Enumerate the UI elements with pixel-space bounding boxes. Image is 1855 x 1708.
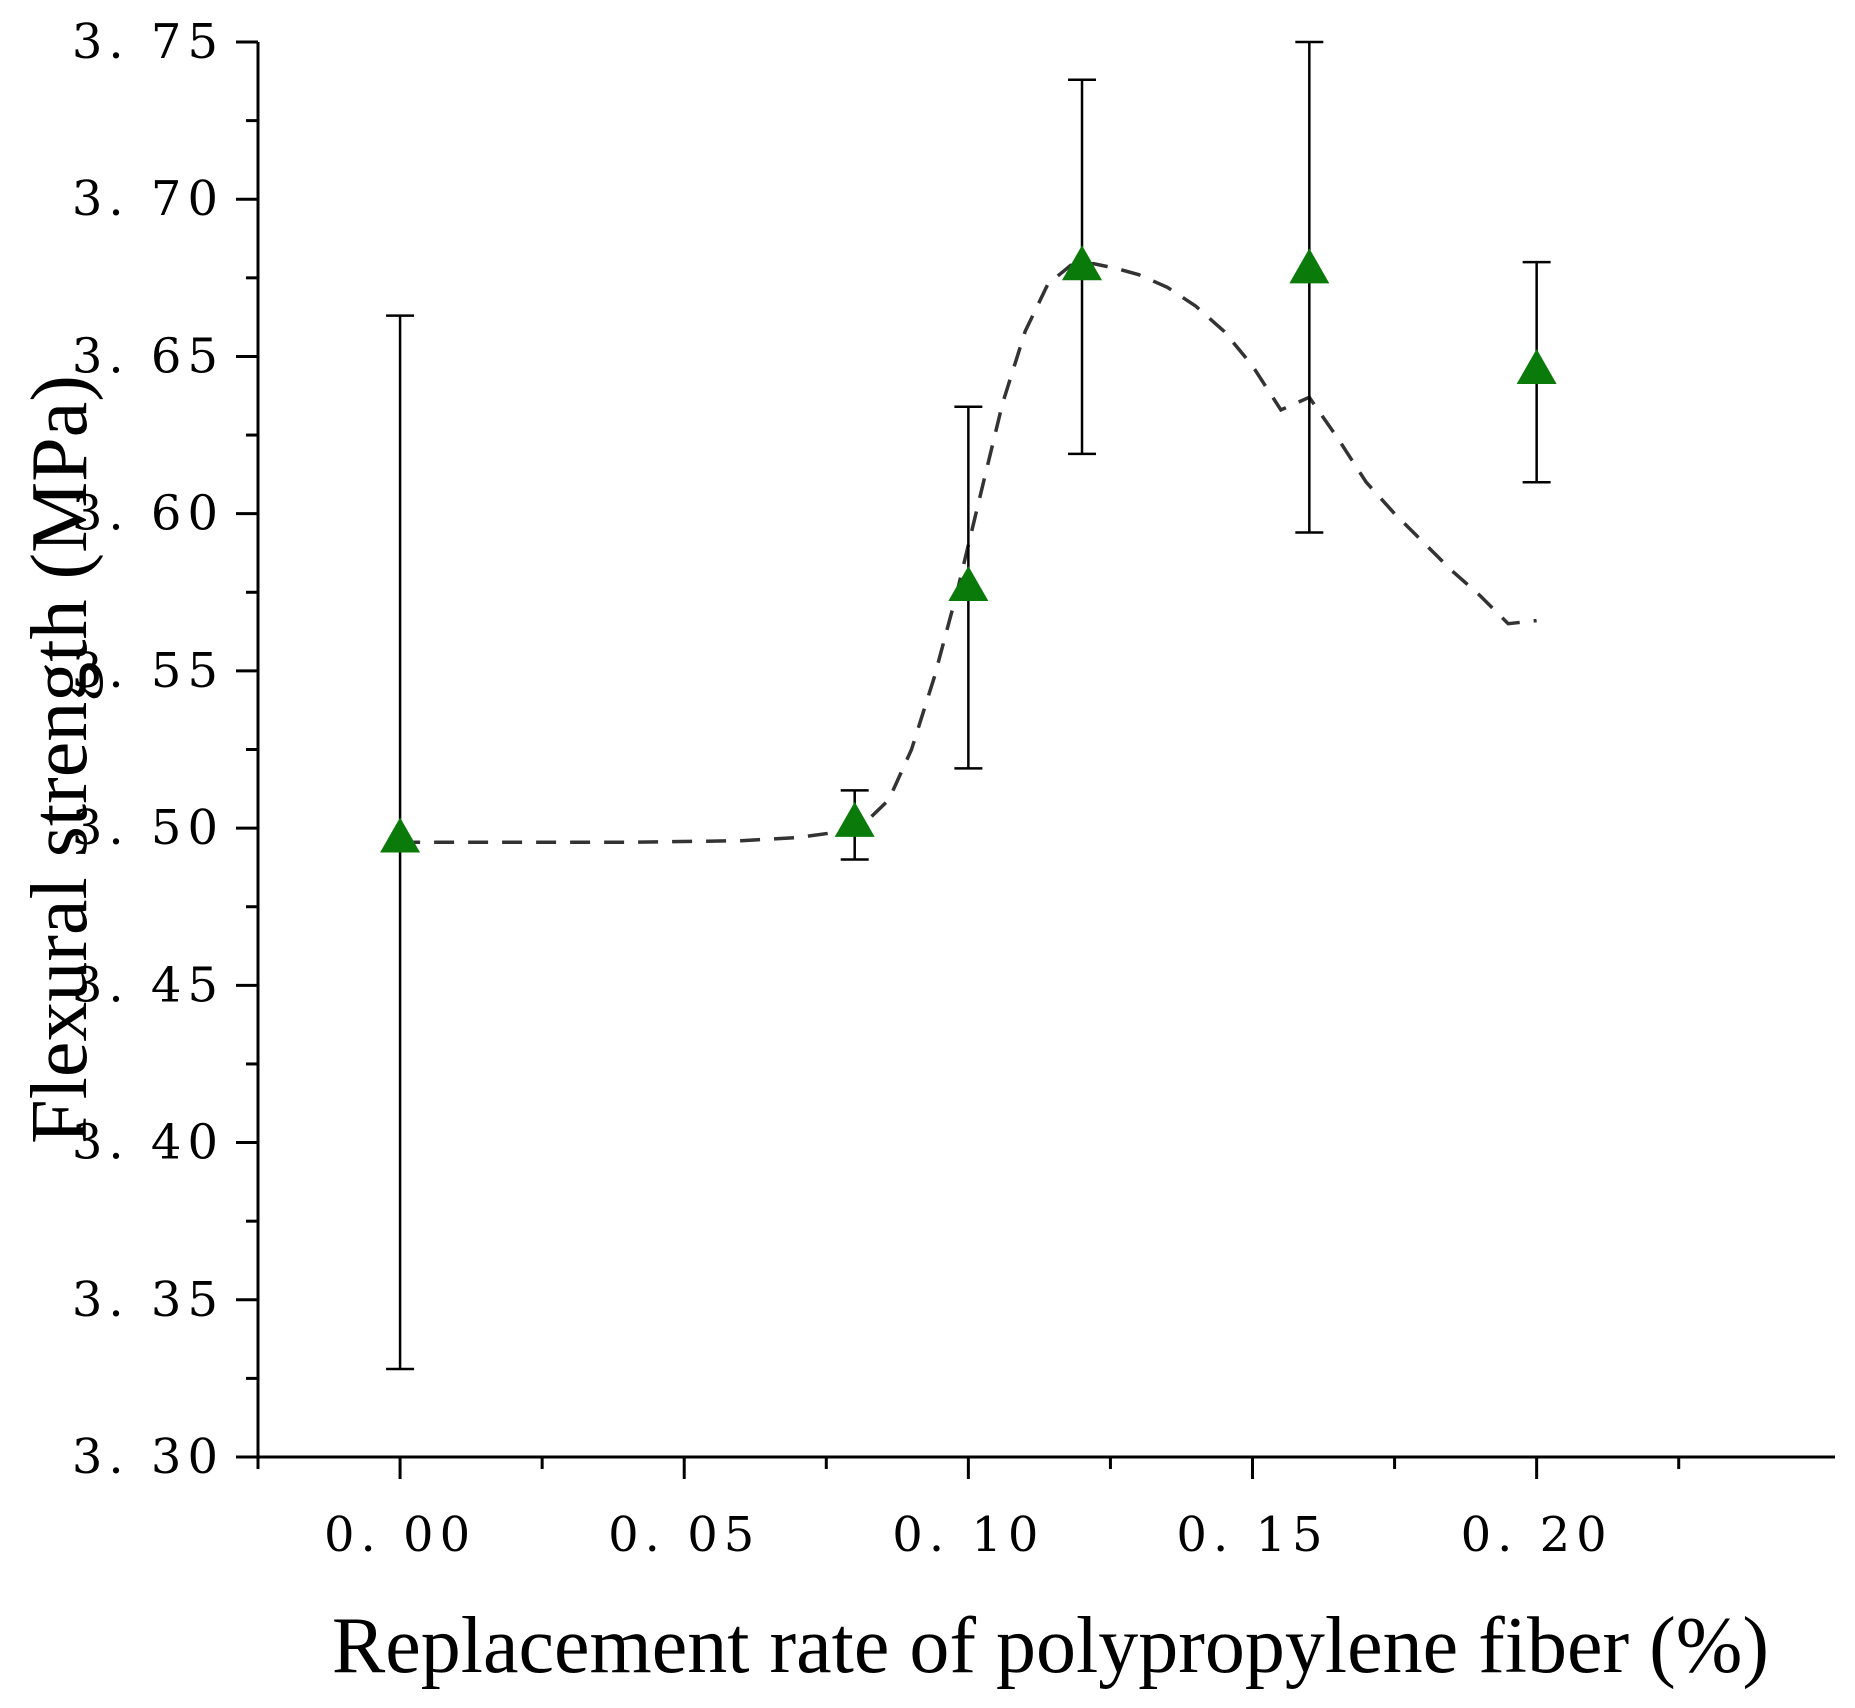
y-axis-title: Flexural strength (MPa)	[16, 375, 104, 1144]
x-tick-label: 0. 10	[892, 1507, 1044, 1563]
y-axis-ticks: 3. 30 3. 35 3. 40 3. 45 3. 50 3. 55 3. 60 3. 65…	[72, 14, 258, 1485]
x-axis-ticks: 0. 00 0. 05 0. 10 0. 15 0. 20	[256, 1457, 1681, 1563]
y-tick-label: 3. 55	[72, 643, 224, 699]
triangle-marker	[1516, 349, 1557, 385]
x-axis-title: Replacement rate of polypropylene fiber …	[332, 1602, 1769, 1690]
triangle-marker	[380, 817, 421, 853]
x-tick-label: 0. 05	[608, 1507, 760, 1563]
y-tick-label: 3. 65	[72, 328, 224, 384]
triangle-marker	[948, 565, 989, 601]
x-tick-label: 0. 20	[1461, 1507, 1613, 1563]
triangle-marker	[1289, 248, 1330, 284]
y-tick-label: 3. 35	[72, 1272, 224, 1328]
y-tick-label: 3. 60	[72, 486, 224, 542]
data-point	[1289, 40, 1330, 534]
plot-area	[380, 40, 1557, 1371]
y-tick-label: 3. 45	[72, 957, 224, 1013]
data-point	[948, 405, 989, 770]
y-tick-label: 3. 70	[72, 171, 224, 227]
y-tick-label: 3. 50	[72, 800, 224, 856]
x-tick-label: 0. 00	[324, 1507, 476, 1563]
x-tick-label: 0. 15	[1176, 1507, 1328, 1563]
y-tick-label: 3. 30	[72, 1429, 224, 1485]
data-point	[1062, 78, 1103, 456]
y-tick-label: 3. 40	[72, 1115, 224, 1171]
data-point	[380, 314, 421, 1371]
data-point	[1516, 260, 1557, 484]
triangle-marker	[834, 801, 875, 837]
y-tick-label: 3. 75	[72, 14, 224, 70]
triangle-marker	[1062, 245, 1103, 281]
data-point	[834, 789, 875, 861]
